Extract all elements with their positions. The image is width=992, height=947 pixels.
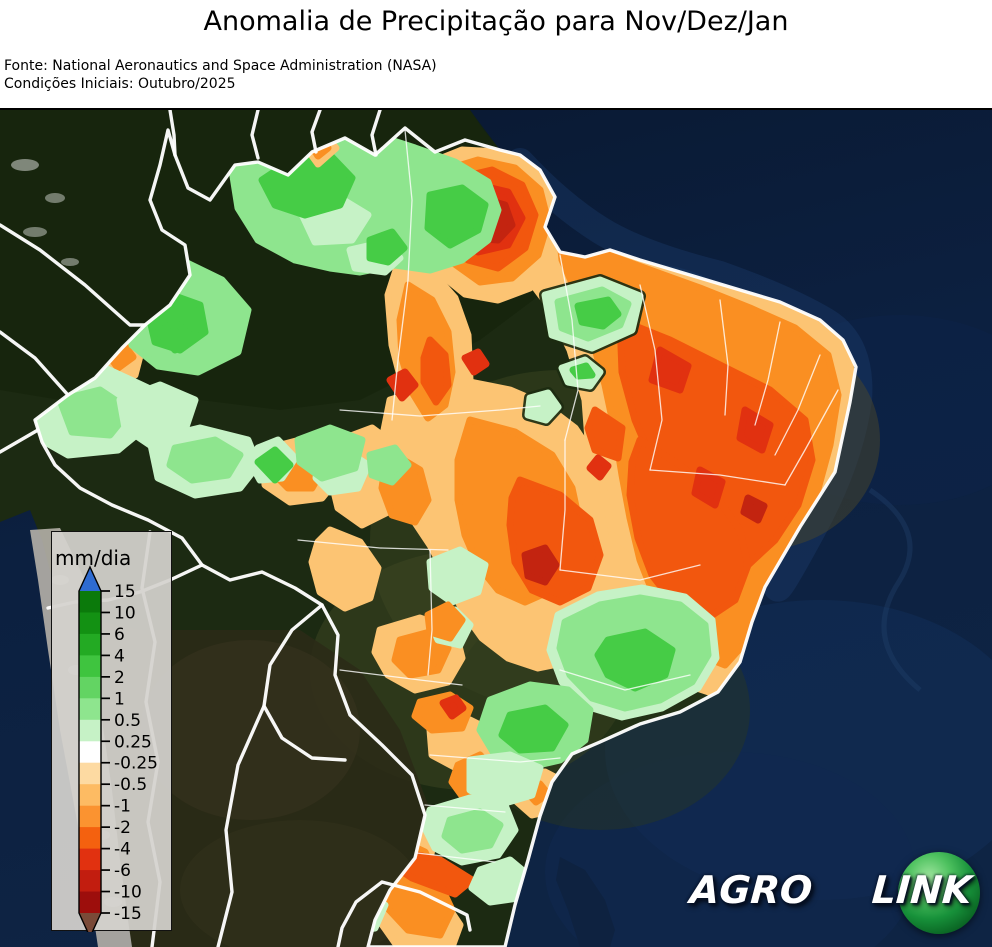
- svg-text:-0.5: -0.5: [114, 775, 147, 795]
- map-panel: mm/dia 15 10 6 4 2 1 0.5 0.25 -0.25 -0.5 -1 -2 -4 -6-…: [0, 108, 992, 947]
- logo-text-agro: AGRO: [688, 868, 814, 912]
- page-title: Anomalia de Precipitação para Nov/Dez/Ja…: [203, 6, 789, 37]
- svg-text:-0.25: -0.25: [114, 754, 158, 774]
- svg-text:-2: -2: [114, 818, 131, 838]
- initial-conditions-line: Condições Iniciais: Outubro/2025: [4, 76, 236, 92]
- agrolink-logo: AGRO LINK: [688, 844, 982, 936]
- svg-text:0.25: 0.25: [114, 732, 152, 752]
- logo-text-link: LINK: [870, 868, 974, 912]
- legend-title: mm/dia: [55, 546, 132, 570]
- svg-text:10: 10: [114, 603, 136, 623]
- svg-text:15: 15: [114, 582, 136, 602]
- logo-sphere-icon: [898, 852, 980, 934]
- svg-text:6: 6: [114, 625, 125, 645]
- svg-text:4: 4: [114, 646, 125, 666]
- svg-text:1: 1: [114, 689, 125, 709]
- svg-text:-4: -4: [114, 840, 131, 860]
- svg-text:-10: -10: [114, 883, 142, 903]
- state-border-layer: [297, 129, 839, 863]
- svg-text:0.5: 0.5: [114, 711, 141, 731]
- map-image: [0, 110, 992, 947]
- colorbar-legend: mm/dia 15 10 6 4 2 1 0.5 0.25 -0.25 -0.5 -1 -2 -4 -6-…: [51, 531, 172, 932]
- source-line: Fonte: National Aeronautics and Space Ad…: [4, 58, 437, 74]
- svg-text:2: 2: [114, 668, 125, 688]
- svg-text:-6: -6: [114, 861, 131, 881]
- svg-text:-15: -15: [114, 904, 142, 924]
- svg-text:-1: -1: [114, 797, 131, 817]
